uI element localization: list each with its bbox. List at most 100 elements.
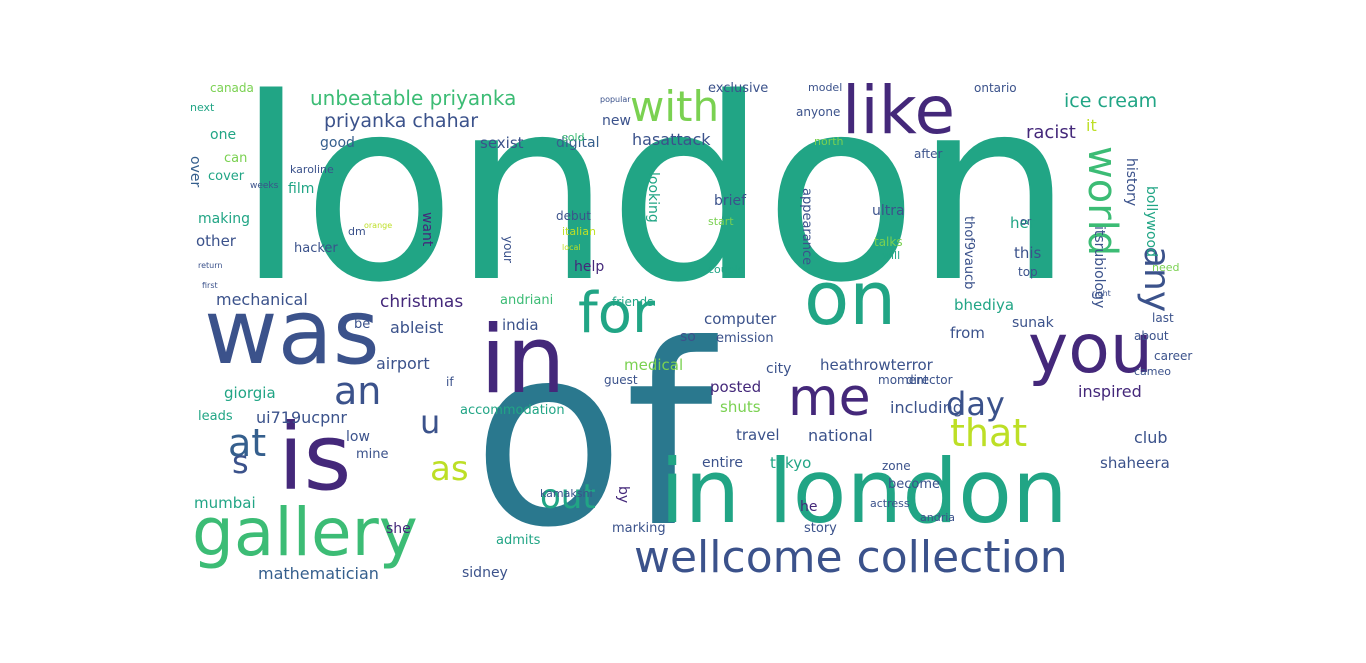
word-that: that <box>950 411 1028 455</box>
word-moment: moment <box>878 373 929 387</box>
word-s: s <box>232 443 249 481</box>
word-london: london <box>236 76 1074 338</box>
word-mathematician: mathematician <box>258 564 379 583</box>
word-help: help <box>574 259 605 275</box>
word-return: return <box>198 261 223 270</box>
word-shaheera: shaheera <box>1100 454 1170 472</box>
word-she: she <box>386 521 411 537</box>
word-from: from <box>950 324 985 342</box>
word-digital: digital <box>556 135 600 151</box>
word-it: it <box>1086 116 1097 135</box>
word-racist: racist <box>1026 122 1076 143</box>
word-start: start <box>708 215 734 228</box>
word-posted: posted <box>710 378 762 396</box>
word-history: history <box>1123 158 1139 207</box>
word-mumbai: mumbai <box>194 494 256 512</box>
word-wellcome-collection: wellcome collection <box>634 532 1068 583</box>
word-andria: andria <box>920 511 956 524</box>
word-like: like <box>842 76 956 149</box>
word-thof9vaucb: thof9vaucb <box>961 216 976 290</box>
word-her: her <box>1010 214 1035 232</box>
word-ontario: ontario <box>974 81 1017 95</box>
word-cover: cover <box>208 169 245 184</box>
word-gallery: gallery <box>192 494 418 571</box>
word-story: story <box>804 521 837 536</box>
word-ui719ucpnr: ui719ucpnr <box>256 408 347 427</box>
word-be: be <box>354 317 371 332</box>
word-new: new <box>602 113 631 129</box>
word-zone: zone <box>882 459 911 473</box>
word-by: by <box>615 486 631 504</box>
word-hacker: hacker <box>294 241 338 256</box>
word-hasattack: hasattack <box>632 130 711 149</box>
word-can: can <box>224 151 248 166</box>
word-giorgia: giorgia <box>224 384 276 402</box>
word-cameo: cameo <box>1134 365 1172 378</box>
word-need: need <box>1152 261 1180 274</box>
word-this: this <box>1014 244 1042 262</box>
word-about: about <box>1134 329 1169 343</box>
word-local: local <box>562 243 581 252</box>
word-computer: computer <box>704 310 777 328</box>
word-director: director <box>906 373 953 387</box>
word-in: in <box>480 306 566 415</box>
word-or: or <box>1020 215 1032 228</box>
word-unbeatable-priyanka: unbeatable priyanka <box>310 86 517 110</box>
word-low: low <box>346 429 370 445</box>
word-popular: popular <box>600 95 631 104</box>
word-become: become <box>888 477 941 492</box>
word-medical: medical <box>624 356 684 374</box>
word-kamakshi: kamakshi <box>540 487 593 500</box>
word-any: any <box>1136 246 1177 313</box>
word-entire: entire <box>702 455 743 471</box>
word-friends: friends <box>612 295 654 309</box>
word-sold: sold <box>562 131 585 144</box>
word-italian: italian <box>562 225 596 238</box>
word-heathrowterror: heathrowterror <box>820 356 933 374</box>
word-right: right <box>1092 289 1111 298</box>
word-ableist: ableist <box>390 318 444 337</box>
word-want: want <box>419 212 435 247</box>
word-on: on <box>804 256 897 342</box>
word-u: u <box>420 403 441 441</box>
word-sexist: sexist <box>480 134 524 152</box>
word-ultra: ultra <box>872 203 905 219</box>
word-weeks: weeks <box>250 181 279 191</box>
word-world: world <box>1079 146 1125 257</box>
word-will: will <box>882 249 901 262</box>
word-tokyo: tokyo <box>770 454 812 472</box>
word-andriani: andriani <box>500 293 554 308</box>
word-leads: leads <box>198 409 233 424</box>
word-out: out <box>540 477 596 517</box>
word-anyone: anyone <box>796 105 841 119</box>
word-shuts: shuts <box>720 398 761 416</box>
word-over: over <box>187 156 203 188</box>
word-an: an <box>334 369 382 413</box>
word-film: film <box>288 181 315 197</box>
word-marking: marking <box>612 521 666 536</box>
word-other: other <box>196 232 236 250</box>
word-sunak: sunak <box>1012 315 1054 331</box>
word-brief: brief <box>714 193 747 209</box>
word-mechanical: mechanical <box>216 290 308 309</box>
word-christmas: christmas <box>380 292 464 312</box>
word-you: you <box>1028 310 1153 389</box>
word-first: first <box>202 281 218 290</box>
word-with: with <box>630 82 720 131</box>
word-accommodation: accommodation <box>460 403 565 418</box>
word-as: as <box>430 449 469 489</box>
word-day: day <box>946 385 1005 423</box>
word-travel: travel <box>736 426 780 444</box>
word-emission: emission <box>716 331 774 346</box>
word-is: is <box>278 404 352 511</box>
word-me: me <box>788 368 871 428</box>
word-city: city <box>766 361 792 377</box>
word-orange: orange <box>364 221 393 230</box>
word-career: career <box>1154 349 1193 363</box>
word-admits: admits <box>496 533 541 548</box>
word-canada: canada <box>210 81 254 95</box>
word-making: making <box>198 211 250 227</box>
word-itsrubiology: itsrubiology <box>1091 226 1107 309</box>
word-for: for <box>578 281 655 346</box>
word-if: if <box>446 375 454 389</box>
